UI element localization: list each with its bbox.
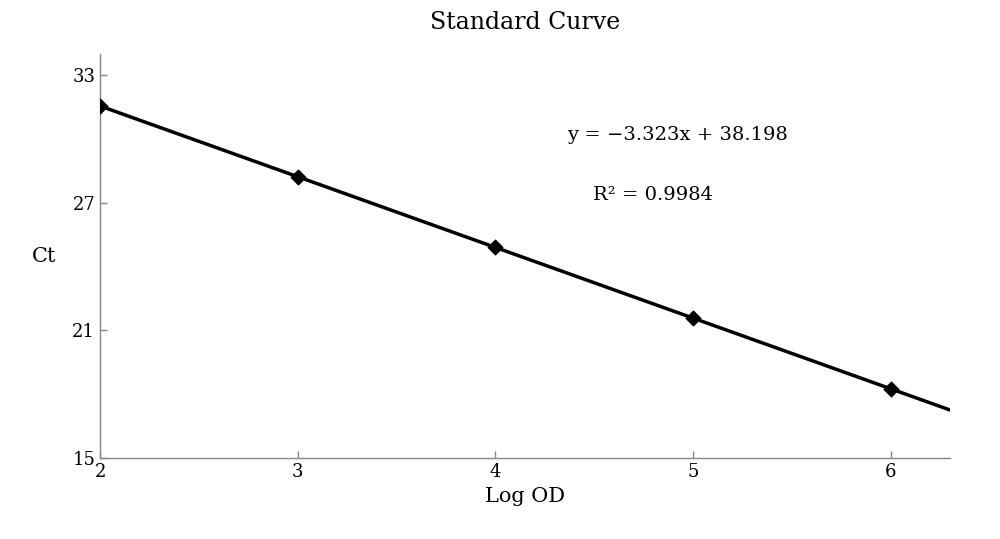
Text: R² = 0.9984: R² = 0.9984: [593, 186, 713, 204]
Text: y = −3.323x + 38.198: y = −3.323x + 38.198: [568, 126, 788, 144]
Point: [92, 102, 108, 110]
Point: [685, 314, 701, 322]
Point: [290, 172, 306, 181]
Title: Standard Curve: Standard Curve: [430, 11, 620, 34]
Y-axis label: Ct: Ct: [32, 246, 57, 266]
X-axis label: Log OD: Log OD: [485, 487, 565, 506]
Point: [883, 384, 899, 393]
Point: [487, 243, 503, 252]
